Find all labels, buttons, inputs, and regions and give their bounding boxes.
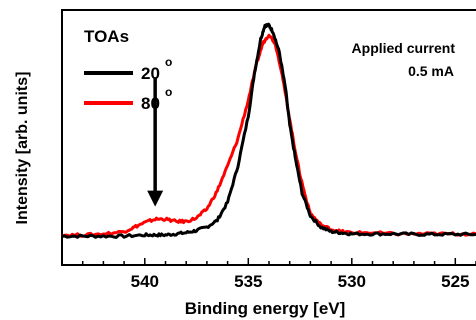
x-tick-label: 525 (441, 272, 469, 291)
x-tick-label: 540 (131, 272, 159, 291)
legend-label-80: 80 (141, 94, 160, 113)
legend: TOAs 20 o 80 o (84, 27, 172, 113)
y-axis-label: Intensity [arb. units] (14, 72, 31, 225)
legend-label-20: 20 (141, 64, 160, 83)
annotation-line-2: 0.5 mA (408, 63, 454, 79)
series-line-20 (61, 22, 476, 239)
legend-title: TOAs (84, 27, 129, 46)
arrow-head (147, 190, 164, 207)
ticks-layer: 540 535 530 525 (61, 258, 476, 291)
legend-degree-80: o (165, 85, 172, 99)
x-axis-label: Binding energy [eV] (185, 299, 346, 318)
x-tick-label: 530 (338, 272, 366, 291)
annotation-line-1: Applied current (352, 40, 456, 56)
plot-frame (61, 9, 476, 266)
series-layer (61, 22, 476, 239)
legend-degree-20: o (165, 55, 172, 69)
arrow-annotation (147, 77, 164, 207)
x-tick-label: 535 (234, 272, 262, 291)
